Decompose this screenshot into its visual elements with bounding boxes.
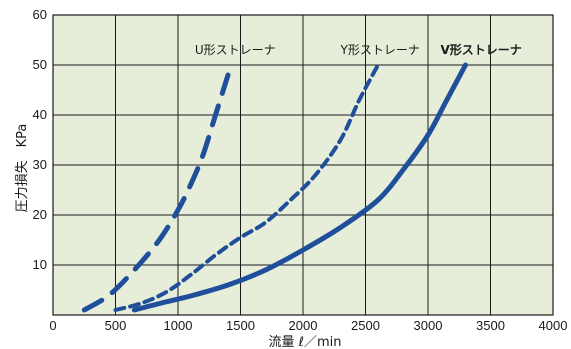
- x-tick-label: 4000: [539, 318, 568, 333]
- x-tick-label: 3000: [414, 318, 443, 333]
- series-label-1: U形ストレーナ: [195, 43, 276, 57]
- x-tick-label: 2500: [351, 318, 380, 333]
- x-tick-label: 2000: [289, 318, 318, 333]
- y-tick-label: 30: [33, 157, 47, 172]
- y-tick-label: 40: [33, 107, 47, 122]
- y-tick-label: 50: [33, 57, 47, 72]
- y-tick-label: 20: [33, 207, 47, 222]
- series-label-2: Y形ストレーナ: [340, 43, 420, 57]
- y-tick-label: 10: [33, 257, 47, 272]
- plot-border: [52, 14, 554, 316]
- x-tick-label: 3500: [476, 318, 505, 333]
- series-label-3: V形ストレーナ: [441, 43, 522, 57]
- x-tick-label: 0: [49, 318, 56, 333]
- y-tick-labels: 10 20 30 40 50 60: [33, 7, 47, 272]
- series-line-3: [131, 62, 468, 313]
- x-tick-label: 1000: [164, 318, 193, 333]
- series-labels: U形ストレーナ Y形ストレーナ V形ストレーナ: [195, 43, 522, 57]
- x-tick-label: 1500: [226, 318, 255, 333]
- series-line-2: [113, 63, 380, 312]
- series-line-1: [81, 72, 231, 313]
- y-tick-label: 60: [33, 7, 47, 22]
- x-tick-label: 500: [105, 318, 127, 333]
- x-tick-labels: 0 500 1000 1500 2000 2500 3000 3500 4000: [49, 318, 567, 333]
- y-axis-label: 圧力損失 KPa: [15, 124, 30, 213]
- x-axis-label: 流量 ℓ／min: [268, 335, 341, 349]
- grid: [52, 14, 554, 316]
- series-layer: [81, 62, 468, 313]
